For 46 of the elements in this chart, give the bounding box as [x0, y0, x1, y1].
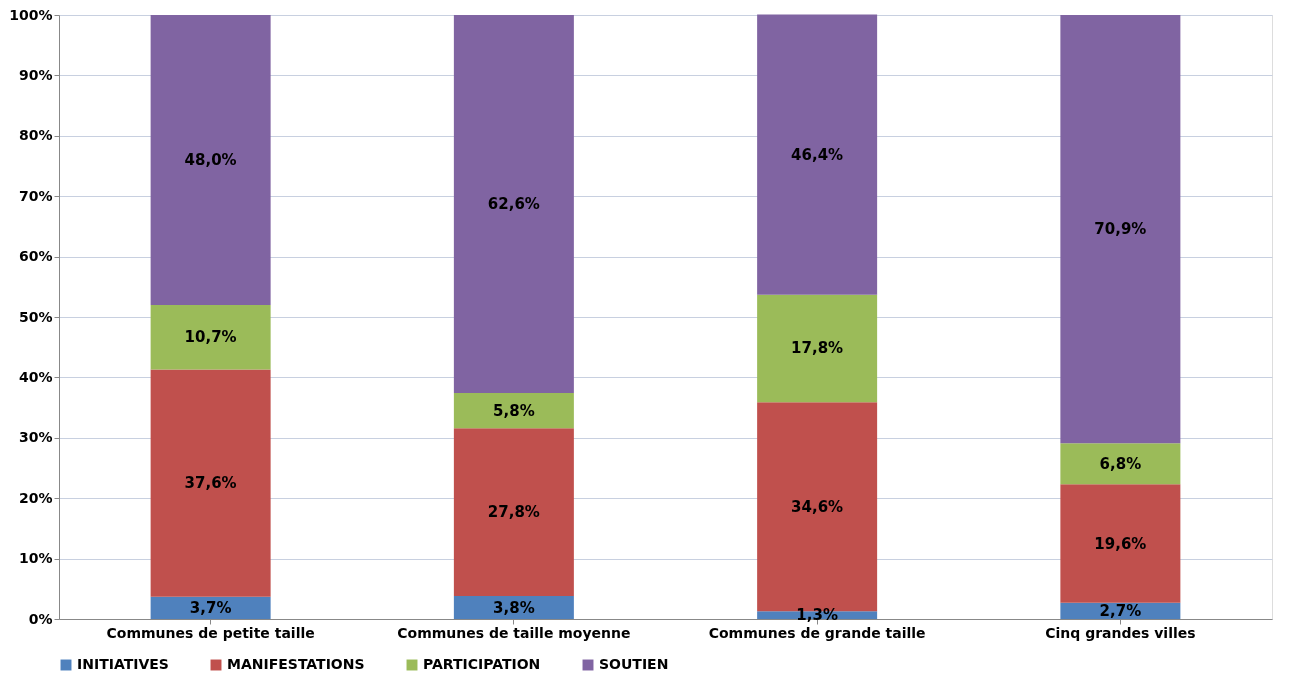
x-tick-label: Cinq grandes villes: [1045, 624, 1196, 641]
y-tick-label: 90%: [18, 66, 53, 83]
data-label: 48,0%: [184, 150, 237, 169]
y-tick-label: 0%: [28, 610, 53, 627]
data-label: 17,8%: [791, 339, 844, 358]
y-tick-label: 30%: [18, 429, 53, 446]
x-tick-label: Communes de petite taille: [106, 624, 315, 641]
data-label: 46,4%: [791, 145, 844, 164]
bar: [1060, 15, 1181, 444]
bar: [453, 393, 574, 429]
data-label: 2,7%: [1099, 601, 1142, 620]
y-tick-label: 100%: [9, 6, 53, 23]
y-tick-label: 70%: [18, 187, 53, 204]
y-tick-label: 50%: [18, 308, 53, 325]
bar: [150, 304, 271, 370]
bar: [757, 14, 878, 295]
data-label: 5,8%: [493, 401, 535, 420]
y-tick-label: 10%: [18, 550, 53, 567]
data-label: 10,7%: [184, 328, 237, 347]
data-label: 3,7%: [189, 598, 232, 617]
bar: [150, 15, 271, 305]
data-label: 19,6%: [1094, 534, 1147, 553]
legend-label: MANIFESTATIONS: [227, 656, 365, 672]
bar: [453, 428, 574, 597]
data-label: 3,8%: [493, 598, 535, 617]
data-label: 62,6%: [487, 195, 540, 214]
bar: [453, 15, 574, 394]
x-tick-label: Communes de taille moyenne: [397, 624, 631, 641]
data-label: 70,9%: [1094, 220, 1147, 239]
bar: [1060, 484, 1181, 603]
legend-label: SOUTIEN: [599, 656, 669, 672]
data-label: 37,6%: [184, 474, 237, 493]
bar: [1060, 443, 1181, 485]
data-label: 34,6%: [791, 497, 844, 516]
data-label: 1,3%: [796, 606, 838, 625]
data-label: 27,8%: [487, 503, 540, 522]
data-label: 6,8%: [1099, 454, 1142, 473]
x-tick-label: Communes de grande taille: [708, 624, 926, 641]
y-tick-label: 40%: [18, 368, 53, 385]
y-tick-label: 60%: [18, 248, 53, 265]
bar: [150, 369, 271, 597]
bar: [757, 294, 878, 403]
legend-label: PARTICIPATION: [423, 656, 541, 672]
y-tick-label: 80%: [18, 127, 53, 144]
y-tick-label: 20%: [18, 489, 53, 506]
legend-label: INITIATIVES: [77, 656, 169, 672]
